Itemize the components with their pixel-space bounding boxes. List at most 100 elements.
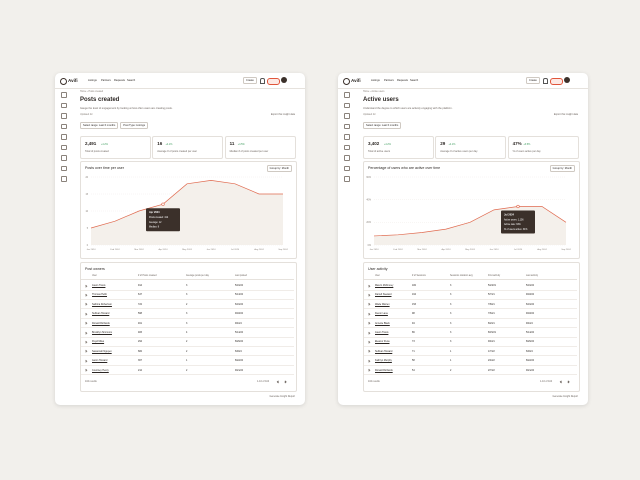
table-cell: 8/2/21 (488, 321, 495, 325)
logo: Avifi (68, 78, 78, 83)
x-tick-label: Sep 2024 (278, 249, 288, 251)
nav-link[interactable]: Requests (397, 79, 408, 82)
group-by-dropdown[interactable]: Group by: Month (549, 165, 575, 172)
user-link[interactable]: Courtney Henry (92, 368, 109, 372)
column-header: # of Sessions (412, 275, 426, 277)
sidebar-icon (61, 113, 67, 119)
user-link[interactable]: Sabrina Robertson (92, 302, 112, 306)
nav-link[interactable]: Search (127, 79, 136, 82)
user-link[interactable]: Eleanor Pena (375, 340, 390, 344)
table-cell: 2 (186, 340, 188, 344)
line (90, 180, 283, 229)
x-tick-label: Aug 2024 (537, 248, 547, 251)
footer-link[interactable]: Generate Insight Report (269, 395, 295, 398)
table-cell: 6/16/24 (235, 302, 243, 306)
stat-label: Total of posts created (85, 150, 109, 153)
row-rule (81, 336, 294, 338)
user-link[interactable]: Brooklyn Simmons (92, 331, 112, 334)
tooltip (146, 208, 180, 232)
table-cell: 3 (186, 293, 188, 297)
filter-button[interactable]: Select range: Last 6 months (80, 122, 119, 129)
tooltip-line: Median: 8 (149, 227, 160, 229)
row-rule (364, 298, 577, 300)
tooltip-line: Apr 2024 (149, 211, 160, 214)
table-cell: 182 (412, 284, 416, 287)
stat-card: 16 +4.1% Average # of posts created per us… (152, 136, 224, 159)
table-cell: 98 (412, 312, 415, 316)
table-cell: 212 (138, 368, 142, 372)
nav-link[interactable]: Requests (114, 79, 125, 82)
x-tick-label: Aug 2024 (254, 248, 264, 251)
row-rule (364, 336, 577, 338)
table-cell: 1 (186, 359, 188, 363)
report-link[interactable]: Export this insight data (270, 113, 295, 116)
footer-link[interactable]: Generate Insight Report (552, 395, 578, 398)
y-tick-label: 15 (85, 194, 88, 196)
table-cell: 2 (186, 302, 188, 306)
table-cell: 2/4/22 (488, 359, 495, 363)
table-cell: 3 (450, 340, 452, 344)
user-link[interactable]: Marvin McKinney (375, 284, 394, 287)
table-cell: 1 (450, 359, 452, 363)
user-link[interactable]: Sullivan Howard (375, 349, 393, 353)
group-by-dropdown[interactable]: Group by: Month (266, 165, 292, 172)
table-cell: 647 (138, 293, 142, 297)
user-link[interactable]: Savannah Nguyen (92, 349, 112, 353)
stat-label: Average # of active users per day (440, 150, 478, 153)
user-link[interactable]: Jason Travis (92, 284, 106, 287)
bell-icon (543, 78, 548, 84)
bell-icon (260, 78, 265, 84)
table-cell: 8/26/24 (235, 340, 243, 344)
x-tick-label: Feb 2024 (393, 249, 403, 251)
nav-link[interactable]: Partners (101, 79, 111, 82)
user-link[interactable]: Annette Black (375, 321, 390, 325)
nav-link[interactable]: Listings (371, 79, 380, 82)
create-button[interactable]: Create (526, 77, 540, 84)
x-tick-label: Jun 2024 (206, 249, 216, 251)
table-cell: 71 (412, 349, 415, 353)
user-link[interactable]: Jason Travis (375, 331, 389, 334)
tooltip-line: % of users active: 34% (504, 228, 527, 231)
row-rule (364, 289, 577, 291)
tooltip-line: Active rate: 34% (504, 223, 521, 226)
nav-link[interactable]: Search (410, 79, 419, 82)
stat-label: Median # of posts created per user (229, 150, 269, 153)
table-cell: 3 (186, 284, 188, 287)
stat-change: +4.5% (237, 142, 245, 146)
user-link[interactable]: Kathryn Murphy (375, 359, 392, 363)
nav-link[interactable]: Partners (384, 79, 394, 82)
sidebar-icon (61, 92, 67, 98)
table-cell: 2 (450, 368, 452, 372)
user-link[interactable]: Wade Warren (375, 302, 390, 306)
user-link[interactable]: Ronald Richards (92, 321, 110, 325)
row-rule (81, 327, 294, 329)
user-link[interactable]: Floyd Miles (92, 340, 105, 344)
report-link[interactable]: Export this insight data (553, 113, 578, 116)
table-cell: 7/8/21 (488, 302, 495, 306)
table-cell: 9/4/24 (235, 321, 242, 325)
nav-link[interactable]: Listings (88, 79, 97, 82)
create-button[interactable]: Create (243, 77, 257, 84)
row-rule (81, 298, 294, 300)
table-cell: 6/9/24 (526, 349, 533, 353)
user-link[interactable]: Sullivan Howard (92, 312, 110, 316)
user-link[interactable]: Ronald Richards (375, 368, 393, 372)
stat-value: 16 (157, 141, 163, 146)
user-link[interactable]: Devon Lane (375, 312, 388, 316)
page-title: Active users (363, 97, 399, 103)
user-link[interactable]: Darrell Steward (375, 293, 392, 297)
filter-button[interactable]: Select range: Last 6 months (363, 122, 402, 129)
page-subtitle: Gauge the level of engagement by looking… (80, 107, 173, 110)
page-subtitle: Understand the degree to which users are… (363, 107, 453, 110)
table-cell: 5/13/24 (235, 293, 243, 297)
filter-button[interactable]: Post Type: Listings (120, 122, 149, 129)
table-cell: 9/18/24 (526, 312, 534, 316)
user-link[interactable]: Aaron Howard (92, 359, 108, 363)
user-link[interactable]: Thomas Hebb (92, 293, 108, 297)
table-cell: 7/6/21 (488, 312, 495, 316)
tooltip-line: Jul 2024 (504, 213, 514, 216)
table-cell: 153 (412, 302, 416, 306)
column-header: Sessions duration avg (450, 275, 473, 277)
y-tick-label: 0 (87, 245, 89, 247)
table-cell: 9/4/21 (488, 340, 495, 344)
